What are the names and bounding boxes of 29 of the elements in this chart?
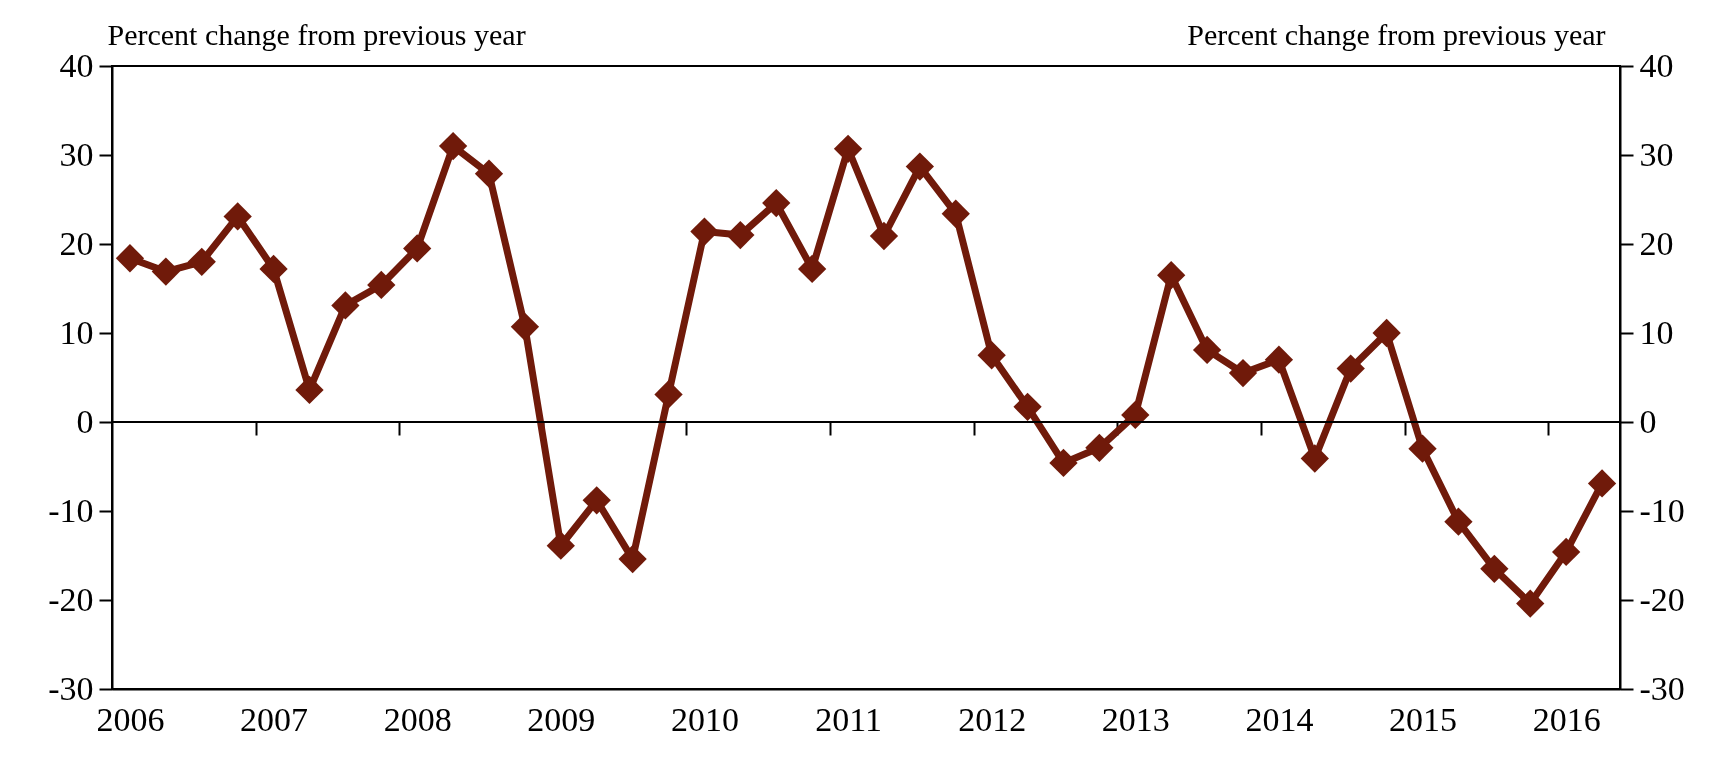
y2-axis-title: Percent change from previous year [1187, 17, 1606, 51]
y2-tick-label: 40 [1639, 46, 1674, 84]
y-tick-label: -10 [48, 491, 94, 529]
y-tick-label: 40 [59, 46, 94, 84]
y-tick-label: 10 [59, 313, 94, 351]
y-tick-label: -30 [48, 669, 94, 707]
y-tick-label: 20 [59, 224, 94, 262]
y2-tick-label: -10 [1639, 491, 1685, 529]
x-tick-label: 2006 [96, 700, 165, 738]
y-tick-label: -20 [48, 580, 94, 618]
x-tick-label: 2014 [1245, 700, 1314, 738]
y2-tick-label: 20 [1639, 224, 1674, 262]
x-tick-label: 2013 [1101, 700, 1170, 738]
y-tick-label: 30 [59, 135, 94, 173]
y2-tick-label: -30 [1639, 669, 1685, 707]
y2-tick-label: 0 [1639, 402, 1657, 440]
y2-tick-label: -20 [1639, 580, 1685, 618]
x-tick-label: 2016 [1532, 700, 1601, 738]
y2-tick-label: 10 [1639, 313, 1674, 351]
x-tick-label: 2007 [240, 700, 309, 738]
y-axis-title: Percent change from previous year [107, 17, 526, 51]
x-tick-label: 2012 [958, 700, 1027, 738]
x-tick-label: 2015 [1389, 700, 1458, 738]
x-tick-label: 2009 [527, 700, 596, 738]
y-tick-label: 0 [76, 402, 94, 440]
x-tick-label: 2008 [383, 700, 452, 738]
y2-tick-label: 30 [1639, 135, 1674, 173]
x-tick-label: 2010 [670, 700, 739, 738]
x-tick-label: 2011 [815, 700, 882, 738]
